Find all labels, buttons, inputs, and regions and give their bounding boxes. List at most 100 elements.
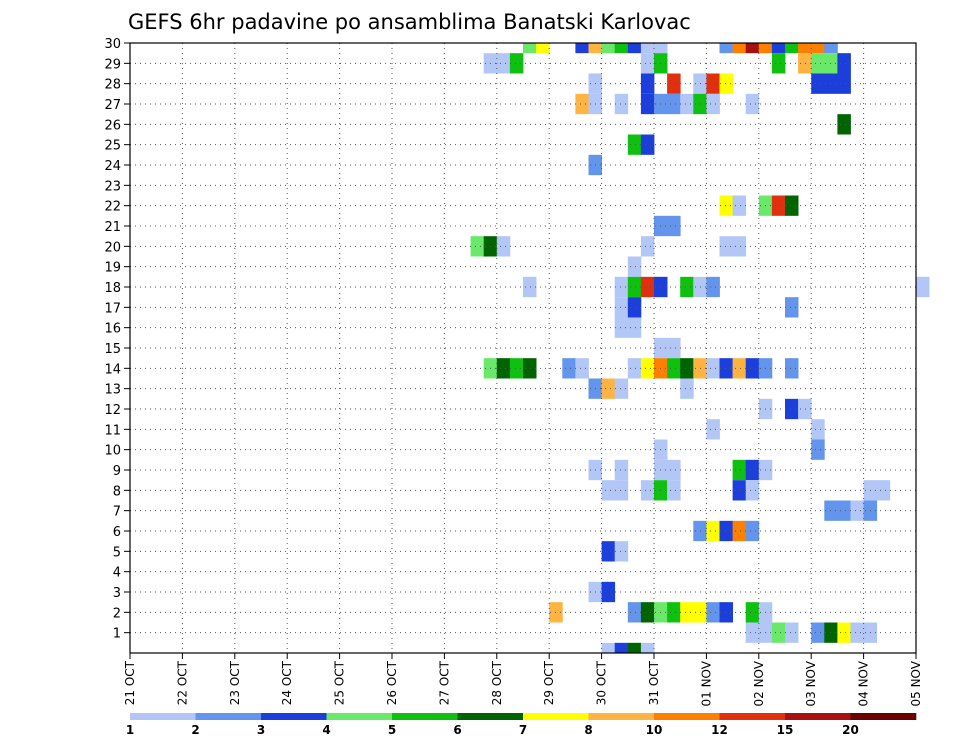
heatmap-cell [667,459,681,481]
heatmap-cell [719,195,733,216]
heatmap-cell [640,236,655,257]
heatmap-cell [601,378,616,399]
heatmap-cell [614,43,629,54]
heatmap-cell [719,236,733,257]
heatmap-cell [771,622,786,643]
heatmap-cell [640,276,655,298]
heatmap-cell [706,520,720,542]
y-tick-label: 22 [104,200,121,215]
y-tick-label: 14 [104,362,121,377]
heatmap-cell [536,43,550,54]
y-tick-label: 7 [113,505,121,520]
heatmap-cell [667,358,681,379]
heatmap-cell [601,642,616,653]
heatmap-cell [798,43,812,54]
y-tick-label: 24 [104,159,121,174]
legend-label: 15 [777,723,794,737]
heatmap-cell [732,459,747,481]
heatmap-cell [640,358,655,379]
heatmap-cell [719,73,733,94]
heatmap-cell [824,500,838,521]
legend-color-swatch [392,713,458,720]
heatmap-cell [745,520,760,542]
heatmap-cell [706,73,720,94]
heatmap-cell [876,480,891,501]
legend-color-swatch [785,713,851,720]
heatmap-cell [496,236,511,257]
heatmap-cell [614,642,629,653]
heatmap-cell [732,43,747,54]
y-tick-label: 19 [104,261,121,276]
heatmap-cell [837,53,851,74]
heatmap-cell [706,602,720,623]
heatmap-cell [640,43,655,54]
y-tick-label: 23 [104,179,121,194]
x-tick-label: 23 OCT [228,660,242,705]
heatmap-cell [640,93,655,115]
heatmap-cell [627,602,642,623]
heatmap-cell [680,358,694,379]
legend-label: 1 [126,723,134,737]
y-tick-label: 29 [104,57,121,72]
heatmap-cell [614,541,629,562]
y-tick-label: 26 [104,118,121,133]
heatmap-cell [785,622,799,643]
heatmap-cell [627,358,642,379]
x-tick-label: 04 NOV [857,660,871,706]
color-legend: 1 2 3 4 5 6 7 8 10 12 15 20 [126,713,917,737]
y-tick-label: 10 [104,444,121,459]
legend-color-swatch [523,713,589,720]
heatmap-cell [470,236,485,257]
heatmap-cell [523,276,537,298]
legend-label: 5 [388,723,396,737]
heatmap-cell [745,602,760,623]
heatmap-cell [850,622,864,643]
heatmap-cell [811,53,825,74]
heatmap-cell [837,114,851,135]
legend-color-swatch [130,713,196,720]
heatmap-cell [667,93,681,115]
y-tick-label: 5 [113,545,121,560]
grid-lines [130,42,916,653]
heatmap-cell [824,53,838,74]
heatmap-cell [771,53,786,74]
x-tick-label: 05 NOV [909,660,923,706]
heatmap-cell [706,276,720,298]
heatmap-cell [745,43,760,54]
heatmap-cell [732,236,747,257]
heatmap-cell [640,134,655,155]
y-tick-label: 28 [104,78,121,93]
heatmap-cell [745,358,760,379]
heatmap-cell [614,480,629,501]
heatmap-cell [785,358,799,379]
heatmap-cell [575,43,589,54]
plot-frame [129,42,917,654]
x-tick-label: 25 OCT [333,660,347,705]
y-tick-label: 3 [113,586,121,601]
y-tick-label: 11 [104,423,121,438]
heatmap-cell [614,459,629,481]
heatmap-cell [627,256,642,277]
heatmap-cell [496,358,511,379]
heatmap-cell [509,53,524,74]
x-axis: 21 OCT 22 OCT 23 OCT 24 OCT 25 OCT 26 OCT 27 O… [123,653,923,707]
y-tick-label: 18 [104,281,121,296]
legend-label: 7 [519,723,527,737]
heatmap-cell [667,73,681,94]
legend-color-swatch [654,713,720,720]
x-tick-label: 29 OCT [542,660,556,705]
y-tick-label: 1 [113,627,121,642]
heatmap-cell [654,43,668,54]
heatmap-cell [824,622,838,643]
heatmap-cell [758,43,773,54]
legend-label: 3 [257,723,265,737]
heatmap-cell [745,622,760,643]
heatmap-cell [837,73,851,94]
heatmap-cell [719,602,733,623]
legend-label: 6 [453,723,461,737]
heatmap-cell [627,134,642,155]
heatmap-cell [732,195,747,216]
heatmap-cell [640,53,655,74]
legend-label: 20 [842,723,859,737]
y-tick-label: 27 [104,98,121,113]
